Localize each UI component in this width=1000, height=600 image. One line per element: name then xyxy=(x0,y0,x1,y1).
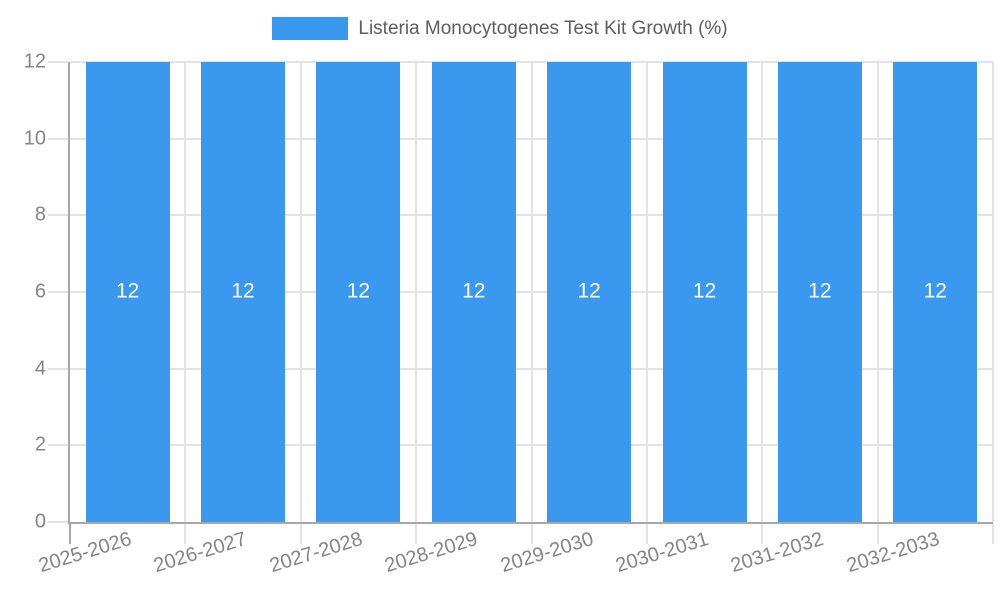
v-gridline xyxy=(876,62,879,522)
y-tick-label: 6 xyxy=(34,280,46,303)
bar-value-label: 12 xyxy=(462,279,486,303)
legend-item[interactable]: Listeria Monocytogenes Test Kit Growth (… xyxy=(272,17,728,40)
y-tick-label: 10 xyxy=(23,127,46,150)
v-gridline xyxy=(992,62,994,522)
y-tick-mark xyxy=(48,521,68,523)
y-tick-label: 4 xyxy=(34,357,46,380)
x-tick-mark xyxy=(69,524,71,544)
bar-value-label: 12 xyxy=(231,279,255,303)
v-gridline xyxy=(530,62,533,522)
v-gridline xyxy=(761,62,764,522)
bar-value-label: 12 xyxy=(808,279,832,303)
x-tick-label: 2027-2028 xyxy=(266,528,365,578)
v-gridline xyxy=(645,62,648,522)
x-tick-label: 2030-2031 xyxy=(613,528,711,578)
bar: 12 xyxy=(431,62,516,522)
v-gridline xyxy=(415,62,418,522)
x-tick-label: 2029-2030 xyxy=(497,528,596,578)
y-tick-label: 0 xyxy=(34,510,46,533)
legend: Listeria Monocytogenes Test Kit Growth (… xyxy=(0,17,1000,40)
x-tick-mark xyxy=(184,524,187,544)
bar-value-label: 12 xyxy=(577,279,601,303)
x-tick-mark xyxy=(415,524,418,544)
bar: 12 xyxy=(201,62,286,522)
y-axis-labels: 0 2 4 6 8 10 12 xyxy=(0,51,46,533)
bar-value-label: 12 xyxy=(692,279,717,303)
v-gridline xyxy=(299,62,302,522)
y-tick-mark xyxy=(48,214,68,217)
bar: 12 xyxy=(316,62,401,522)
bar: 12 xyxy=(662,62,747,522)
y-tick-mark xyxy=(48,444,68,447)
x-axis-labels: 2025-2026 2026-2027 2027-2028 2028-2029 2029… xyxy=(36,528,993,600)
x-tick-label: 2025-2026 xyxy=(36,528,135,578)
x-tick-mark xyxy=(761,524,764,544)
bar-value-label: 12 xyxy=(116,279,140,303)
x-tick-mark xyxy=(645,524,648,544)
bar: 12 xyxy=(85,62,170,522)
x-tick-label: 2028-2029 xyxy=(382,528,481,578)
y-tick-mark xyxy=(48,61,68,63)
x-tick-mark xyxy=(530,524,533,544)
x-tick-label: 2026-2027 xyxy=(151,528,250,578)
y-tick-label: 8 xyxy=(34,203,46,226)
x-tick-mark xyxy=(299,524,302,544)
bar: 12 xyxy=(893,62,978,522)
legend-swatch xyxy=(272,17,349,40)
y-tick-label: 2 xyxy=(34,433,46,456)
x-tick-mark xyxy=(876,524,879,544)
bar: 12 xyxy=(547,62,632,522)
y-tick-mark xyxy=(48,367,68,370)
y-tick-mark xyxy=(48,137,68,140)
bar-value-label: 12 xyxy=(346,279,371,303)
y-tick-label: 12 xyxy=(23,50,46,73)
bar-value-label: 12 xyxy=(923,279,947,303)
legend-label: Listeria Monocytogenes Test Kit Growth (… xyxy=(358,18,728,39)
y-tick-mark xyxy=(48,291,68,293)
x-tick-label: 2032-2033 xyxy=(843,528,942,578)
plot-area: 12 12 12 12 12 12 12 12 xyxy=(48,61,994,544)
v-gridline xyxy=(184,62,187,522)
bar: 12 xyxy=(777,62,862,522)
x-tick-label: 2031-2032 xyxy=(728,528,827,578)
x-tick-mark xyxy=(992,524,994,544)
